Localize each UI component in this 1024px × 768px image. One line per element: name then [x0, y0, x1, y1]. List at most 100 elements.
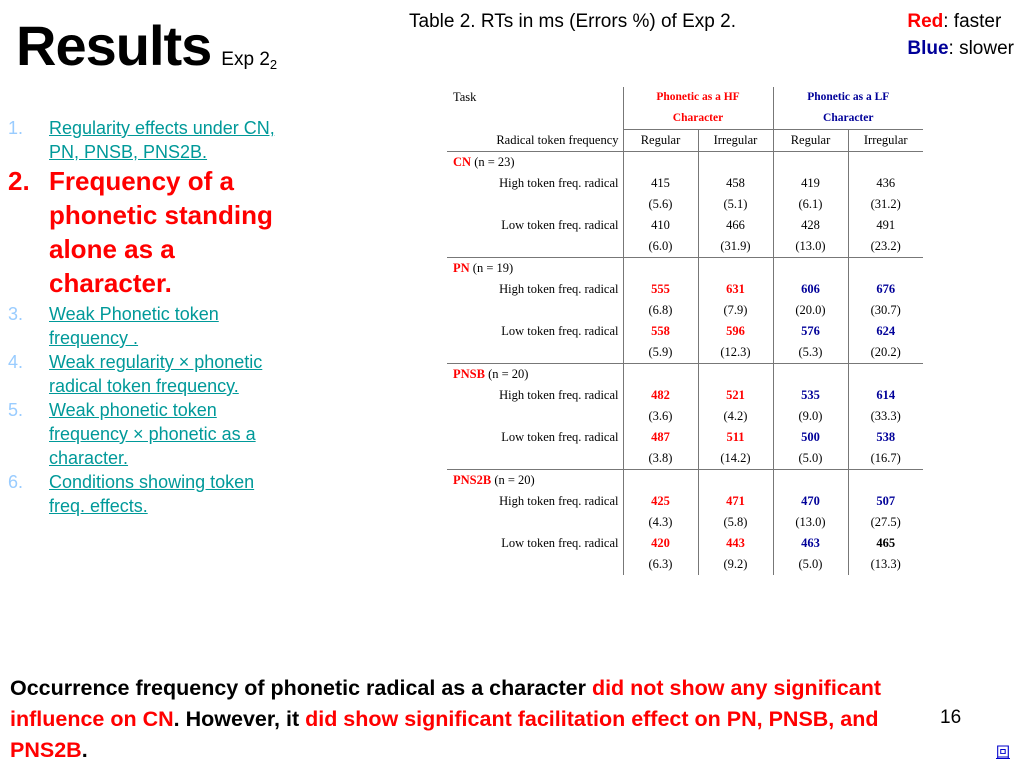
- error-value: (31.9): [697, 236, 773, 258]
- rt-value: 470: [772, 491, 848, 512]
- error-value: (16.7): [847, 448, 923, 470]
- header-irregular: Irregular: [847, 129, 923, 152]
- empty-cell: [447, 300, 623, 321]
- rt-value: 576: [772, 321, 848, 342]
- error-value: (20.2): [847, 342, 923, 364]
- empty-cell: [447, 406, 623, 427]
- rt-value: 419: [772, 173, 848, 194]
- high-error-row: (6.8) (7.9) (20.0) (30.7): [447, 300, 923, 321]
- finding-link[interactable]: Weak phonetic token frequency × phonetic…: [49, 400, 256, 468]
- rt-value: 420: [622, 533, 698, 554]
- empty-cell: [697, 363, 773, 385]
- finding-item[interactable]: 6. Conditions showing token freq. effects…: [8, 472, 255, 516]
- group-label: CN (n = 23): [447, 151, 623, 173]
- error-value: (3.6): [622, 406, 698, 427]
- finding-item[interactable]: 3. Weak Phonetic token frequency .: [8, 304, 219, 348]
- group-label: PNSB (n = 20): [447, 363, 623, 385]
- high-error-row: (5.6) (5.1) (6.1) (31.2): [447, 194, 923, 215]
- rt-value: 538: [847, 427, 923, 448]
- group-n: (n = 20): [488, 367, 529, 381]
- group-n: (n = 19): [472, 261, 514, 275]
- error-value: (6.3): [622, 554, 698, 575]
- low-freq-label: Low token freq. radical: [501, 218, 619, 232]
- high-error-row: (3.6) (4.2) (9.0) (33.3): [447, 406, 923, 427]
- empty-cell: [847, 469, 923, 491]
- error-value: (6.0): [622, 236, 698, 258]
- empty-cell: [447, 236, 623, 258]
- group-header-row: CN (n = 23): [447, 151, 923, 173]
- error-value: (13.3): [847, 554, 923, 575]
- empty-cell: [622, 363, 698, 385]
- error-value: (5.8): [697, 512, 773, 533]
- high-rt-row: High token freq. radical 425 471 470 507: [447, 491, 923, 512]
- error-value: (5.3): [772, 342, 848, 364]
- rt-value: 415: [622, 173, 698, 194]
- group-name: PNSB: [453, 367, 485, 381]
- rt-value: 410: [622, 215, 698, 236]
- finding-item[interactable]: 4. Weak regularity × phonetic radical tok…: [8, 352, 263, 396]
- finding-text: Frequency of a phonetic standing alone a…: [49, 166, 273, 298]
- error-value: (5.0): [772, 554, 848, 575]
- rt-value: 465: [847, 533, 923, 554]
- group-header-row: PN (n = 19): [447, 257, 923, 279]
- empty-cell: [772, 469, 848, 491]
- table-caption: Table 2. RTs in ms (Errors %) of Exp 2.: [409, 11, 736, 32]
- error-value: (4.2): [697, 406, 773, 427]
- error-value: (12.3): [697, 342, 773, 364]
- rt-value: 466: [697, 215, 773, 236]
- finding-item[interactable]: 1. Regularity effects under CN, PN, PNSB,…: [8, 118, 275, 162]
- group-label: PN (n = 19): [447, 257, 623, 279]
- header-lf-group-line2: Character: [772, 108, 923, 130]
- title-subscript: 2: [269, 57, 278, 72]
- error-value: (14.2): [697, 448, 773, 470]
- finding-link[interactable]: Regularity effects under CN, PN, PNSB, P…: [49, 118, 275, 162]
- error-value: (6.1): [772, 194, 848, 215]
- header-irregular: Irregular: [697, 129, 773, 152]
- group-name: PNS2B: [453, 473, 492, 487]
- empty-cell: [622, 151, 698, 173]
- header-regular: Regular: [622, 129, 698, 152]
- low-rt-row: Low token freq. radical 410 466 428 491: [447, 215, 923, 236]
- empty-cell: [847, 257, 923, 279]
- finding-link[interactable]: Conditions showing token freq. effects.: [49, 472, 255, 516]
- rt-value: 463: [772, 533, 848, 554]
- page-number: 16: [940, 707, 962, 728]
- error-value: (5.9): [622, 342, 698, 364]
- empty-cell: [847, 363, 923, 385]
- rt-value: 507: [847, 491, 923, 512]
- table-header: Task Phonetic as a HF Phonetic as a LF C…: [447, 87, 923, 152]
- finding-item[interactable]: 5. Weak phonetic token frequency × phonet…: [8, 400, 256, 468]
- high-rt-row: High token freq. radical 555 631 606 676: [447, 279, 923, 300]
- low-freq-label: Low token freq. radical: [501, 536, 619, 550]
- empty-cell: [447, 512, 623, 533]
- high-error-row: (4.3) (5.8) (13.0) (27.5): [447, 512, 923, 533]
- legend-faster: Red: faster: [907, 11, 1002, 32]
- empty-cell: [697, 151, 773, 173]
- empty-cell: [697, 257, 773, 279]
- rt-value: 558: [622, 321, 698, 342]
- header-regular: Regular: [772, 129, 848, 152]
- table-body: CN (n = 23) High token freq. radical 415 45…: [447, 151, 923, 575]
- low-error-row: (6.3) (9.2) (5.0) (13.3): [447, 554, 923, 575]
- rt-value: 596: [697, 321, 773, 342]
- rt-value: 676: [847, 279, 923, 300]
- finding-link[interactable]: Weak regularity × phonetic radical token…: [49, 352, 263, 396]
- conclusion-text: Occurrence frequency of phonetic radical…: [10, 676, 882, 762]
- low-rt-row: Low token freq. radical 487 511 500 538: [447, 427, 923, 448]
- error-value: (7.9): [697, 300, 773, 321]
- error-value: (13.0): [772, 512, 848, 533]
- rt-value: 521: [697, 385, 773, 406]
- rt-value: 487: [622, 427, 698, 448]
- low-error-row: (3.8) (14.2) (5.0) (16.7): [447, 448, 923, 470]
- title-subtitle: Exp 22: [221, 49, 278, 72]
- empty-cell: [772, 257, 848, 279]
- rt-value: 491: [847, 215, 923, 236]
- rt-value: 606: [772, 279, 848, 300]
- title-text: Results: [16, 14, 212, 77]
- finding-link[interactable]: Weak Phonetic token frequency .: [49, 304, 219, 348]
- rt-value: 436: [847, 173, 923, 194]
- rt-value: 500: [772, 427, 848, 448]
- error-value: (4.3): [622, 512, 698, 533]
- return-nav-icon[interactable]: 回: [993, 742, 1013, 760]
- header-task: Task: [453, 90, 477, 104]
